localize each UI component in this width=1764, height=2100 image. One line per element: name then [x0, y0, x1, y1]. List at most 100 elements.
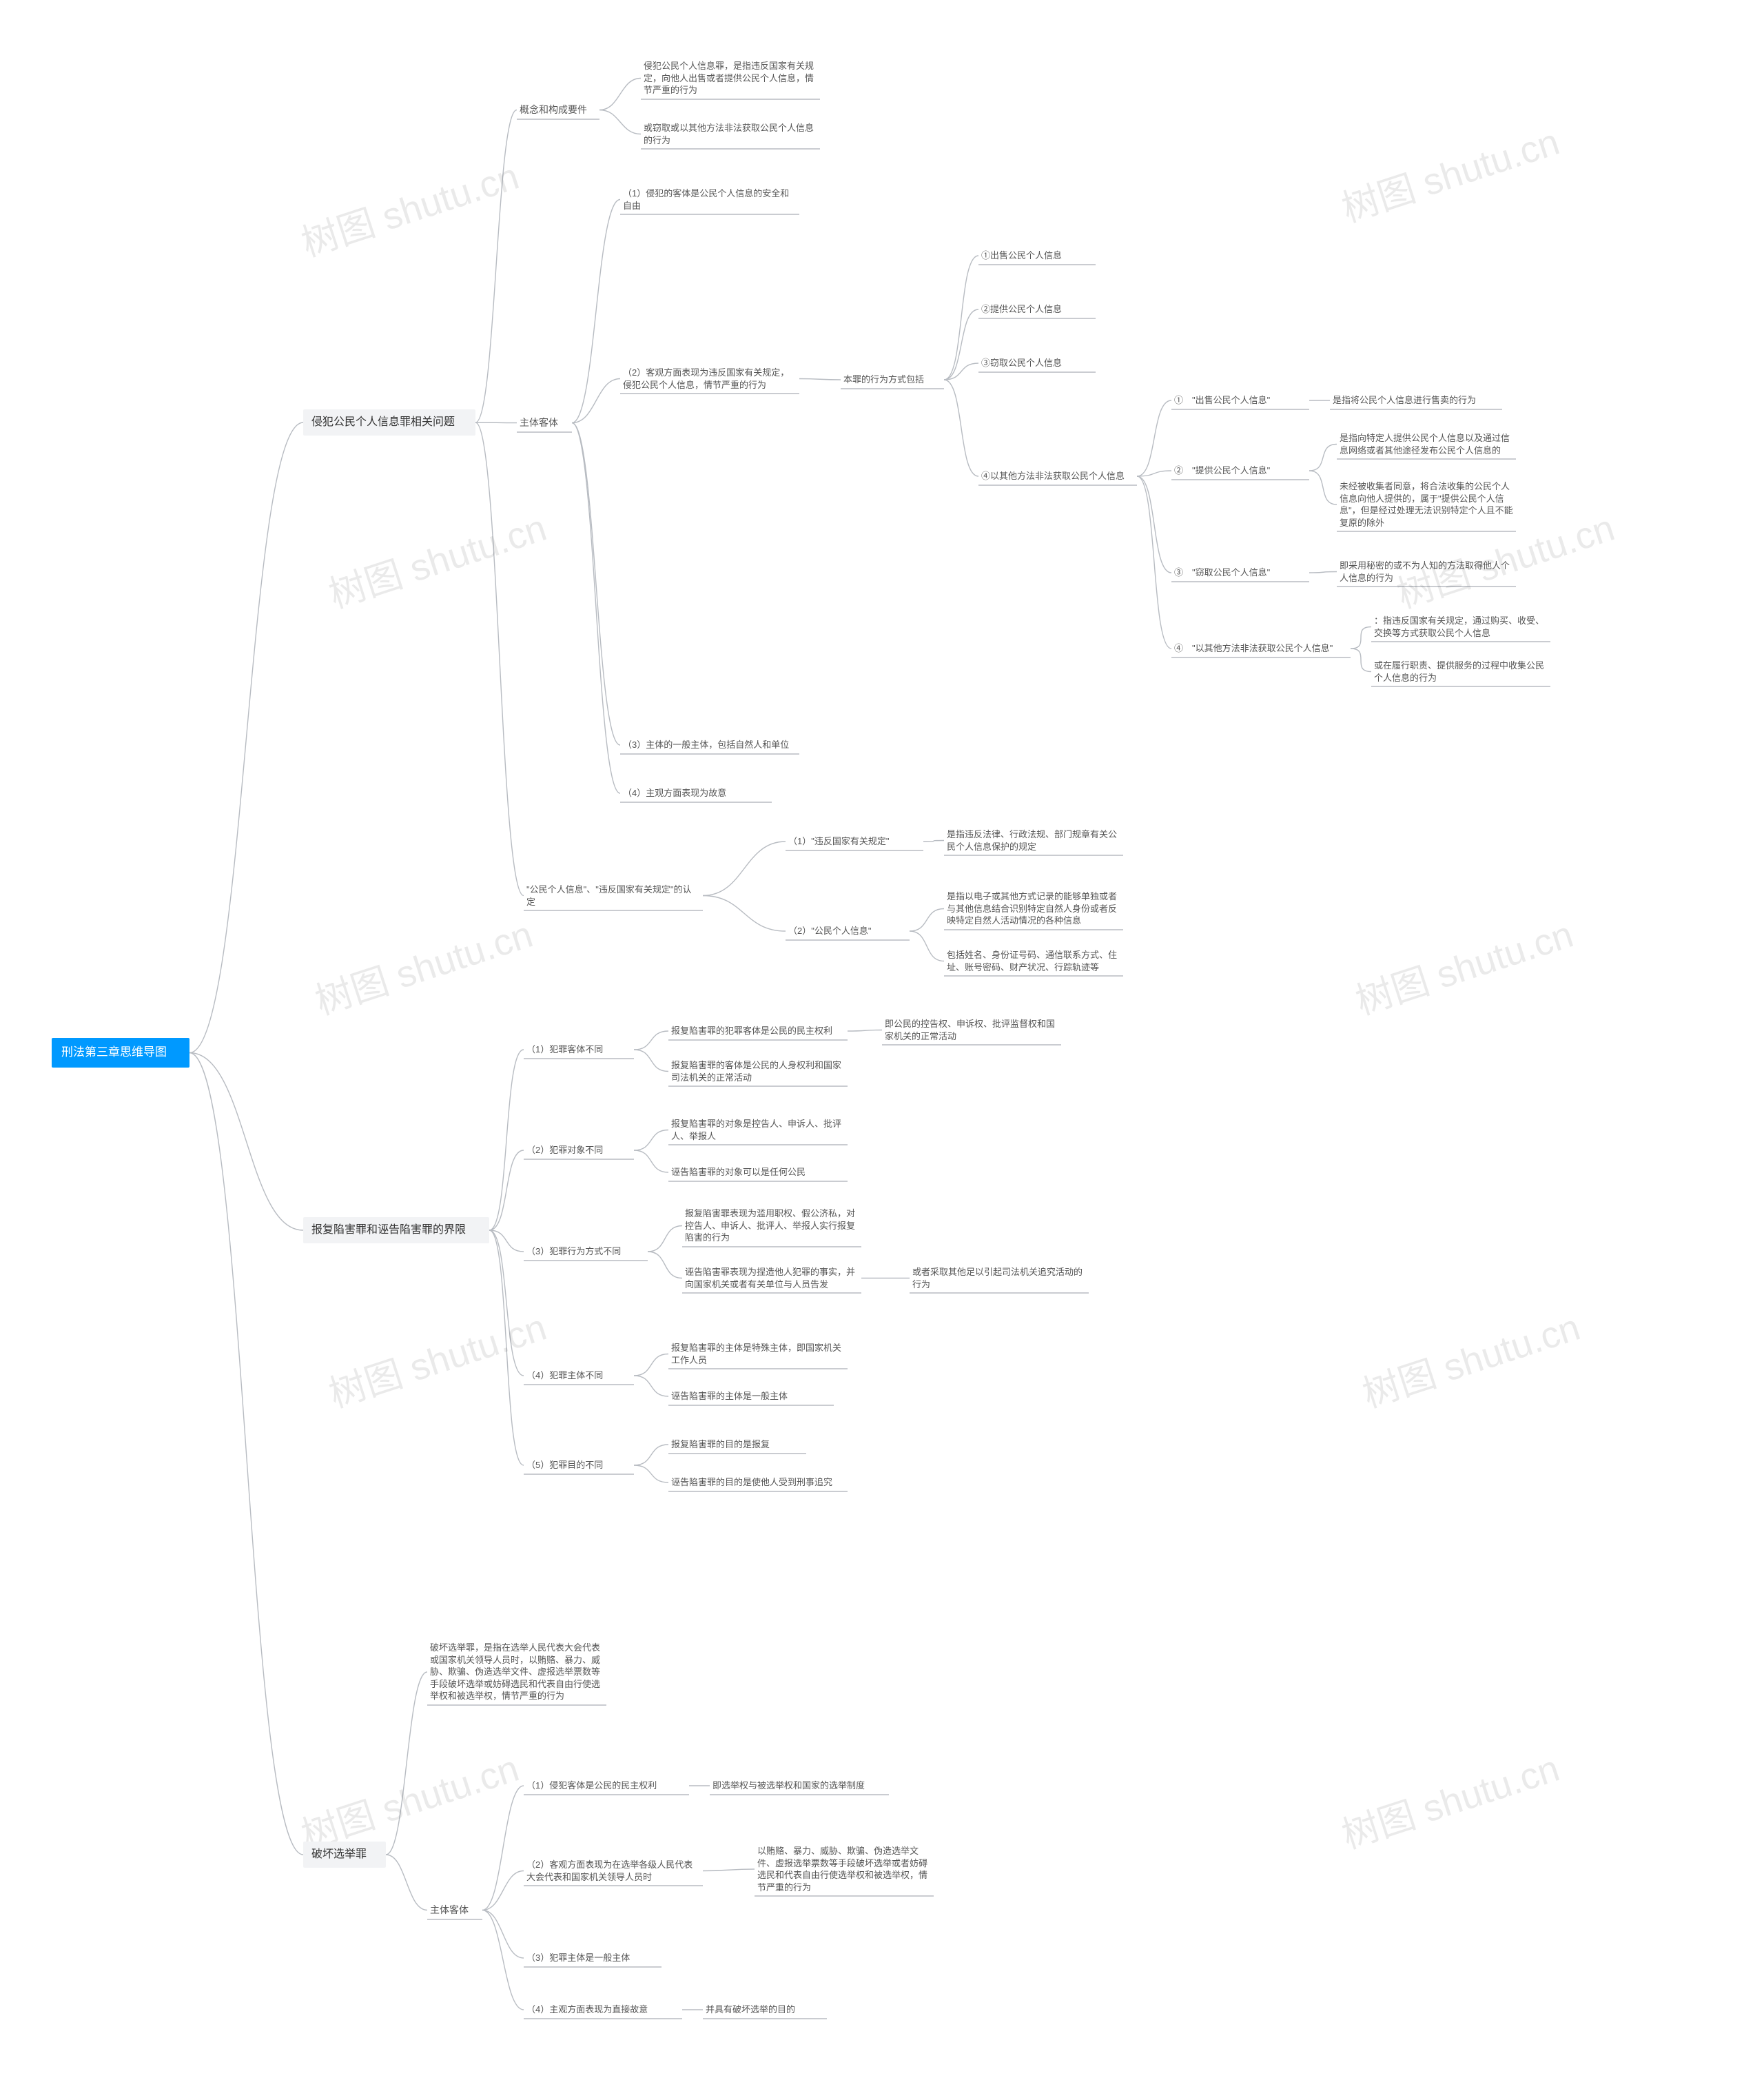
edge [1351, 627, 1371, 649]
edge [1309, 572, 1337, 573]
leaf-node: ②提供公民个人信息 [978, 302, 1096, 317]
edge [703, 1869, 755, 1871]
leaf-node: 报复陷害罪的目的是报复 [668, 1437, 806, 1452]
edge [1137, 471, 1171, 476]
leaf-node: （4）主观方面表现为直接故意 [524, 2002, 682, 2017]
leaf-node: ③窃取公民个人信息 [978, 356, 1096, 371]
leaf-node: 诬告陷害罪的目的是使他人受到刑事追究 [668, 1475, 848, 1490]
leaf-node: 以贿赂、暴力、威胁、欺骗、伪造选举文件、虚报选举票数等手段破坏选举或者妨碍选民和… [755, 1844, 934, 1895]
edge [634, 1031, 668, 1050]
edge [944, 363, 978, 380]
leaf-node: 本罪的行为方式包括 [841, 372, 944, 387]
edge [634, 1050, 668, 1072]
edge [572, 379, 620, 423]
edge [189, 422, 303, 1053]
leaf-node: 诬告陷害罪表现为捏造他人犯罪的事实，并向国家机关或者有关单位与人员告发 [682, 1265, 861, 1292]
edge [848, 1030, 882, 1032]
leaf-node: 破坏选举罪，是指在选举人民代表大会代表或国家机关领导人员时，以贿赂、暴力、威胁、… [427, 1640, 606, 1704]
edge [1309, 471, 1337, 504]
watermark: 树图 shutu.cn [321, 497, 553, 618]
leaf-node: ② "提供公民个人信息" [1171, 463, 1309, 478]
leaf-node: ④ "以其他方法非法获取公民个人信息" [1171, 641, 1351, 656]
leaf-node: 报复陷害罪的犯罪客体是公民的民主权利 [668, 1023, 848, 1039]
branch-node: 报复陷害罪和诬告陷害罪的界限 [303, 1217, 489, 1243]
edge [634, 1130, 668, 1151]
watermark: 树图 shutu.cn [1348, 904, 1579, 1025]
edge [482, 1910, 524, 1959]
edge [475, 422, 517, 423]
leaf-node: 是指以电子或其他方式记录的能够单独或者与其他信息结合识别特定自然人身份或者反映特… [944, 889, 1123, 928]
leaf-node: 是指向特定人提供公民个人信息以及通过信息网络或者其他途径发布公民个人信息的 [1337, 431, 1516, 458]
edge [489, 1150, 524, 1230]
leaf-node: 并具有破坏选举的目的 [703, 2002, 827, 2017]
leaf-node: 未经被收集者同意，将合法收集的公民个人信息向他人提供的，属于"提供公民个人信息"… [1337, 479, 1516, 530]
edge [1137, 400, 1171, 476]
leaf-node: （3）犯罪主体是一般主体 [524, 1950, 662, 1966]
edge [703, 896, 786, 932]
leaf-node: ①出售公民个人信息 [978, 248, 1096, 263]
edge [599, 110, 641, 134]
edge [634, 1376, 668, 1396]
edge [475, 110, 517, 423]
watermark: 树图 shutu.cn [294, 145, 525, 267]
leaf-node: （4）犯罪主体不同 [524, 1368, 634, 1383]
edge [482, 1786, 524, 1910]
leaf-node: （2）客观方面表现为违反国家有关规定，侵犯公民个人信息，情节严重的行为 [620, 365, 799, 392]
edge [648, 1252, 682, 1278]
leaf-node: 主体客体 [427, 1902, 482, 1918]
leaf-node: 包括姓名、身份证号码、通信联系方式、住址、账号密码、财产状况、行踪轨迹等 [944, 948, 1123, 975]
leaf-node: ③ "窃取公民个人信息" [1171, 565, 1309, 580]
leaf-node: 主体客体 [517, 415, 572, 431]
edge [1351, 649, 1371, 672]
edge [944, 256, 978, 380]
edge [634, 1354, 668, 1376]
leaf-node: 或在履行职责、提供服务的过程中收集公民个人信息的行为 [1371, 658, 1550, 685]
leaf-node: "公民个人信息"、"违反国家有关规定"的认定 [524, 882, 703, 909]
edge [386, 1855, 427, 1910]
leaf-node: 概念和构成要件 [517, 102, 599, 118]
leaf-node: ：指违反国家有关规定，通过购买、收受、交换等方式获取公民个人信息 [1371, 613, 1550, 640]
leaf-node: （2）犯罪对象不同 [524, 1143, 634, 1158]
edge [386, 1672, 427, 1855]
leaf-node: （5）犯罪目的不同 [524, 1458, 634, 1473]
edge [1137, 476, 1171, 649]
edge [572, 423, 620, 746]
watermark: 树图 shutu.cn [321, 1296, 553, 1418]
edge [482, 1871, 524, 1910]
leaf-node: （1）"违反国家有关规定" [786, 834, 923, 849]
watermark: 树图 shutu.cn [307, 904, 539, 1025]
watermark: 树图 shutu.cn [1355, 1296, 1586, 1418]
leaf-node: 报复陷害罪的客体是公民的人身权利和国家司法机关的正常活动 [668, 1058, 848, 1085]
leaf-node: 诬告陷害罪的主体是一般主体 [668, 1389, 834, 1404]
leaf-node: （1）侵犯的客体是公民个人信息的安全和自由 [620, 186, 799, 213]
edge [1309, 445, 1337, 471]
edge [599, 79, 641, 110]
edge [703, 842, 786, 896]
edge [944, 380, 978, 476]
edge [910, 909, 944, 932]
leaf-node: 是指违反法律、行政法规、部门规章有关公民个人信息保护的规定 [944, 827, 1123, 854]
edge [944, 309, 978, 380]
watermark: 树图 shutu.cn [1334, 111, 1566, 232]
edge [923, 841, 944, 842]
leaf-node: 报复陷害罪的对象是控告人、申诉人、批评人、举报人 [668, 1117, 848, 1143]
leaf-node: 即公民的控告权、申诉权、批评监督权和国家机关的正常活动 [882, 1017, 1061, 1043]
root-node: 刑法第三章思维导图 [52, 1038, 189, 1068]
leaf-node: 诬告陷害罪的对象可以是任何公民 [668, 1165, 848, 1180]
branch-node: 破坏选举罪 [303, 1842, 386, 1868]
leaf-node: 报复陷害罪表现为滥用职权、假公济私，对控告人、申诉人、批评人、举报人实行报复陷害… [682, 1206, 861, 1245]
leaf-node: 或者采取其他足以引起司法机关追究活动的行为 [910, 1265, 1089, 1292]
edge [799, 379, 841, 380]
leaf-node: （3）犯罪行为方式不同 [524, 1244, 648, 1259]
leaf-node: 即选举权与被选举权和国家的选举制度 [710, 1778, 889, 1793]
leaf-node: ④以其他方法非法获取公民个人信息 [978, 469, 1137, 484]
leaf-node: 报复陷害罪的主体是特殊主体，即国家机关工作人员 [668, 1340, 848, 1367]
leaf-node: （2）"公民个人信息" [786, 924, 910, 939]
edge [489, 1230, 524, 1465]
leaf-node: 或窃取或以其他方法非法获取公民个人信息的行为 [641, 121, 820, 147]
edge [189, 1053, 303, 1855]
edge [482, 1910, 524, 2010]
mindmap-canvas: 树图 shutu.cn 树图 shutu.cn 树图 shutu.cn 树图 shut… [0, 0, 1764, 2100]
leaf-node: 是指将公民个人信息进行售卖的行为 [1330, 393, 1502, 408]
leaf-node: （4）主观方面表现为故意 [620, 786, 772, 801]
